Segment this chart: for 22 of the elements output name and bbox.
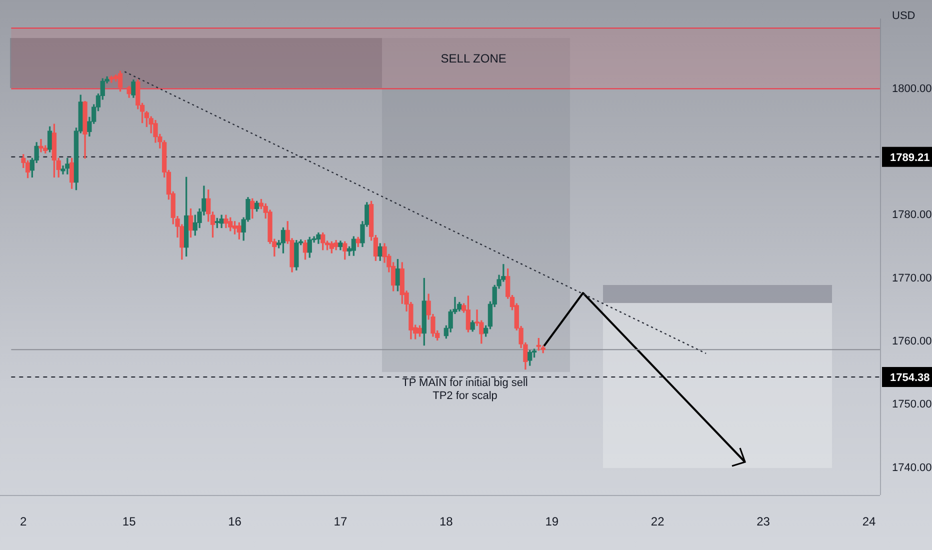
- x-tick-label: 22: [650, 514, 665, 529]
- x-tick-label: 16: [228, 514, 242, 529]
- x-tick-label: 19: [545, 514, 559, 529]
- x-tick-label: 15: [122, 514, 136, 529]
- y-tick-label: 1750.00: [892, 398, 932, 411]
- y-tick-label: 1780.00: [892, 209, 932, 222]
- x-tick-label: 2: [20, 514, 28, 529]
- x-tick-label: 17: [334, 514, 348, 529]
- ref-line-label: 1789.21: [890, 152, 930, 164]
- y-tick-label: 1740.00: [892, 462, 932, 474]
- ref-line-label: 1754.38: [890, 372, 930, 384]
- annotation: TP2 for scalp: [432, 390, 498, 402]
- x-tick-label: 24: [862, 514, 876, 529]
- y-tick-label: 1800.00: [892, 82, 932, 95]
- y-tick-label: 1760.00: [892, 335, 932, 348]
- x-tick-label: 18: [439, 514, 454, 529]
- candlestick: [38, 138, 44, 152]
- y-tick-label: 1770.00: [892, 272, 932, 284]
- y-axis-title: USD: [892, 10, 916, 22]
- x-tick-label: 23: [756, 514, 770, 529]
- annotation: TP MAIN for initial big sell: [402, 377, 528, 390]
- band-label: SELL ZONE: [440, 52, 506, 66]
